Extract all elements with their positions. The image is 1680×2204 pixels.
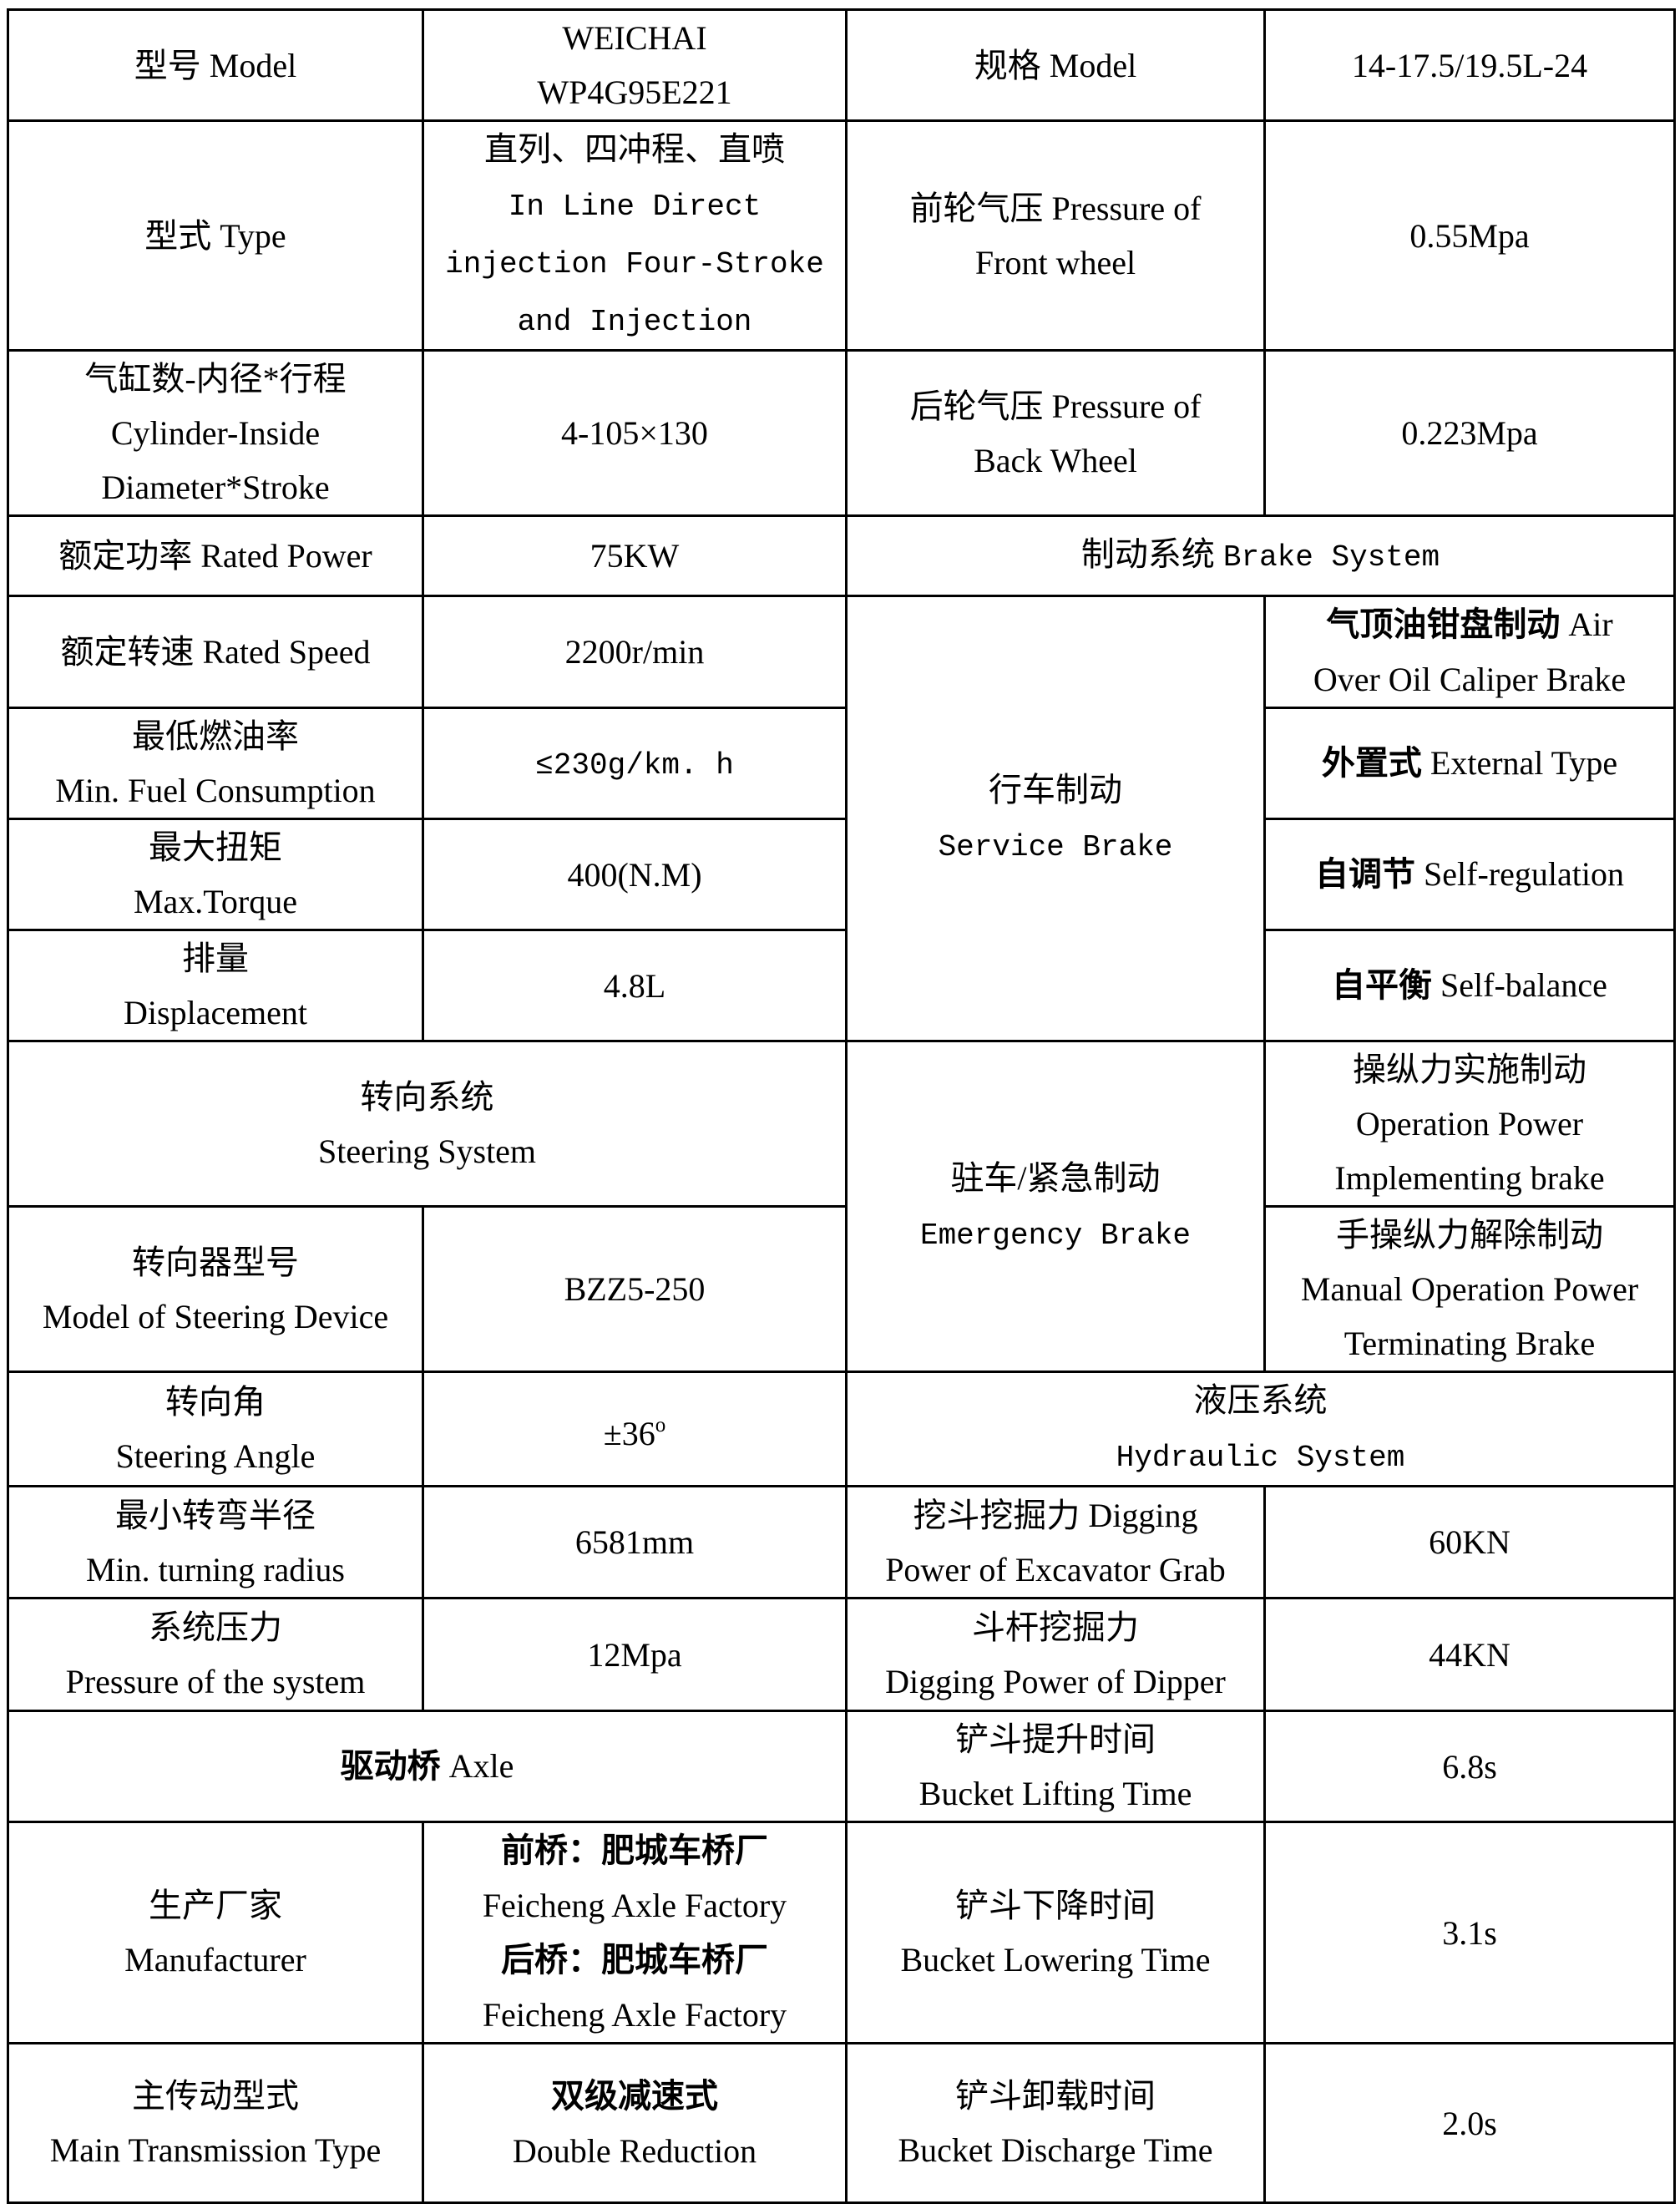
table-row: 最大扭矩 Max.Torque 400(N.M) 自调节 Self-regulat… bbox=[7, 818, 1676, 931]
cell-spec-value: 14-17.5/19.5L-24 bbox=[1263, 8, 1676, 122]
cell-main-transmission-value: 双级减速式 Double Reduction bbox=[422, 2042, 848, 2204]
cell-bucket-lowering-label: 铲斗下降时间 Bucket Lowering Time bbox=[845, 1821, 1266, 2044]
table-row: 型式 Type 直列、四冲程、直喷 In Line Direct injection… bbox=[7, 119, 1676, 352]
cell-rated-speed-value: 2200r/min bbox=[422, 595, 848, 709]
cell-spec-label: 规格 Model bbox=[845, 8, 1266, 122]
cell-bucket-discharge-label: 铲斗卸载时间 Bucket Discharge Time bbox=[845, 2042, 1266, 2204]
cell-rated-power-label: 额定功率 Rated Power bbox=[7, 514, 424, 597]
table-row: 驱动桥 Axle 铲斗提升时间 Bucket Lifting Time 6.8s bbox=[7, 1710, 1676, 1823]
cell-model-value: WEICHAI WP4G95E221 bbox=[422, 8, 848, 122]
cell-operation-power-value: 操纵力实施制动 Operation Power Implementing brake bbox=[1263, 1040, 1676, 1208]
cell-displacement-label: 排量 Displacement bbox=[7, 929, 424, 1042]
cell-bucket-discharge-value: 2.0s bbox=[1263, 2042, 1676, 2204]
cell-displacement-value: 4.8L bbox=[422, 929, 848, 1042]
cell-self-balance-value: 自平衡 Self-balance bbox=[1263, 929, 1676, 1042]
document-page: 型号 Model WEICHAI WP4G95E221 规格 Model 14-1… bbox=[7, 8, 1676, 2204]
cell-turning-radius-label: 最小转弯半径 Min. turning radius bbox=[7, 1485, 424, 1599]
cell-bucket-lifting-value: 6.8s bbox=[1263, 1710, 1676, 1823]
cell-service-brake-label: 行车制动 Service Brake bbox=[845, 595, 1266, 1042]
cell-min-fuel-label: 最低燃油率 Min. Fuel Consumption bbox=[7, 707, 424, 820]
cell-emergency-brake-label: 驻车/紧急制动 Emergency Brake bbox=[845, 1040, 1266, 1373]
cell-type-label: 型式 Type bbox=[7, 119, 424, 352]
spec-table: 型号 Model WEICHAI WP4G95E221 规格 Model 14-1… bbox=[7, 8, 1676, 2204]
table-row: 最低燃油率 Min. Fuel Consumption ≤230g/km. h 外… bbox=[7, 707, 1676, 820]
table-row: 额定转速 Rated Speed 2200r/min 行车制动 Service B… bbox=[7, 595, 1676, 1042]
cell-steering-angle-label: 转向角 Steering Angle bbox=[7, 1371, 424, 1487]
table-row: 型号 Model WEICHAI WP4G95E221 规格 Model 14-1… bbox=[7, 8, 1676, 122]
table-row: 转向角 Steering Angle ±36o 液压系统 Hydraulic Sys… bbox=[7, 1371, 1676, 1487]
cell-cylinder-value: 4-105×130 bbox=[422, 349, 848, 517]
table-row: 系统压力 Pressure of the system 12Mpa 斗杆挖掘力 Di… bbox=[7, 1597, 1676, 1712]
cell-back-wheel-pressure-label: 后轮气压 Pressure of Back Wheel bbox=[845, 349, 1266, 517]
cell-steering-angle-value: ±36o bbox=[422, 1371, 848, 1487]
table-row: 额定功率 Rated Power 75KW 制动系统 Brake System bbox=[7, 514, 1676, 597]
table-row: 转向器型号 Model of Steering Device BZZ5-250 手… bbox=[7, 1205, 1676, 1373]
cell-axle-header: 驱动桥 Axle bbox=[7, 1710, 848, 1823]
cell-steering-device-label: 转向器型号 Model of Steering Device bbox=[7, 1205, 424, 1373]
cell-max-torque-label: 最大扭矩 Max.Torque bbox=[7, 818, 424, 931]
table-row: 气缸数-内径*行程 Cylinder-Inside Diameter*Stroke … bbox=[7, 349, 1676, 517]
cell-type-value: 直列、四冲程、直喷 In Line Direct injection Four-St… bbox=[422, 119, 848, 352]
cell-back-wheel-pressure-value: 0.223Mpa bbox=[1263, 349, 1676, 517]
cell-front-wheel-pressure-label: 前轮气压 Pressure of Front wheel bbox=[845, 119, 1266, 352]
cell-steering-system-header: 转向系统 Steering System bbox=[7, 1040, 848, 1208]
cell-system-pressure-value: 12Mpa bbox=[422, 1597, 848, 1712]
cell-turning-radius-value: 6581mm bbox=[422, 1485, 848, 1599]
cell-min-fuel-value: ≤230g/km. h bbox=[422, 707, 848, 820]
table-row: 转向系统 Steering System 驻车/紧急制动 Emergency Bra… bbox=[7, 1040, 1676, 1373]
cell-front-wheel-pressure-value: 0.55Mpa bbox=[1263, 119, 1676, 352]
cell-manual-power-value: 手操纵力解除制动 Manual Operation Power Terminatin… bbox=[1263, 1205, 1676, 1373]
cell-steering-device-value: BZZ5-250 bbox=[422, 1205, 848, 1373]
cell-bucket-lifting-label: 铲斗提升时间 Bucket Lifting Time bbox=[845, 1710, 1266, 1823]
cell-manufacturer-value: 前桥：肥城车桥厂 Feicheng Axle Factory 后桥：肥城车桥厂 Fei… bbox=[422, 1821, 848, 2044]
cell-caliper-brake-value: 气顶油钳盘制动 Air Over Oil Caliper Brake bbox=[1263, 595, 1676, 709]
table-row: 主传动型式 Main Transmission Type 双级减速式 Double … bbox=[7, 2042, 1676, 2204]
cell-dipper-digging-value: 44KN bbox=[1263, 1597, 1676, 1712]
cell-self-regulation-value: 自调节 Self-regulation bbox=[1263, 818, 1676, 931]
cell-grab-digging-value: 60KN bbox=[1263, 1485, 1676, 1599]
cell-cylinder-label: 气缸数-内径*行程 Cylinder-Inside Diameter*Stroke bbox=[7, 349, 424, 517]
cell-rated-power-value: 75KW bbox=[422, 514, 848, 597]
cell-system-pressure-label: 系统压力 Pressure of the system bbox=[7, 1597, 424, 1712]
cell-dipper-digging-label: 斗杆挖掘力 Digging Power of Dipper bbox=[845, 1597, 1266, 1712]
cell-external-type-value: 外置式 External Type bbox=[1263, 707, 1676, 820]
cell-model-label: 型号 Model bbox=[7, 8, 424, 122]
cell-brake-system-header: 制动系统 Brake System bbox=[845, 514, 1676, 597]
cell-grab-digging-label: 挖斗挖掘力 Digging Power of Excavator Grab bbox=[845, 1485, 1266, 1599]
cell-main-transmission-label: 主传动型式 Main Transmission Type bbox=[7, 2042, 424, 2204]
table-row: 排量 Displacement 4.8L 自平衡 Self-balance bbox=[7, 929, 1676, 1042]
table-row: 生产厂家 Manufacturer 前桥：肥城车桥厂 Feicheng Axle F… bbox=[7, 1821, 1676, 2044]
cell-rated-speed-label: 额定转速 Rated Speed bbox=[7, 595, 424, 709]
cell-bucket-lowering-value: 3.1s bbox=[1263, 1821, 1676, 2044]
cell-manufacturer-label: 生产厂家 Manufacturer bbox=[7, 1821, 424, 2044]
table-row: 最小转弯半径 Min. turning radius 6581mm 挖斗挖掘力 D… bbox=[7, 1485, 1676, 1599]
cell-hydraulic-system-header: 液压系统 Hydraulic System bbox=[845, 1371, 1676, 1487]
cell-max-torque-value: 400(N.M) bbox=[422, 818, 848, 931]
